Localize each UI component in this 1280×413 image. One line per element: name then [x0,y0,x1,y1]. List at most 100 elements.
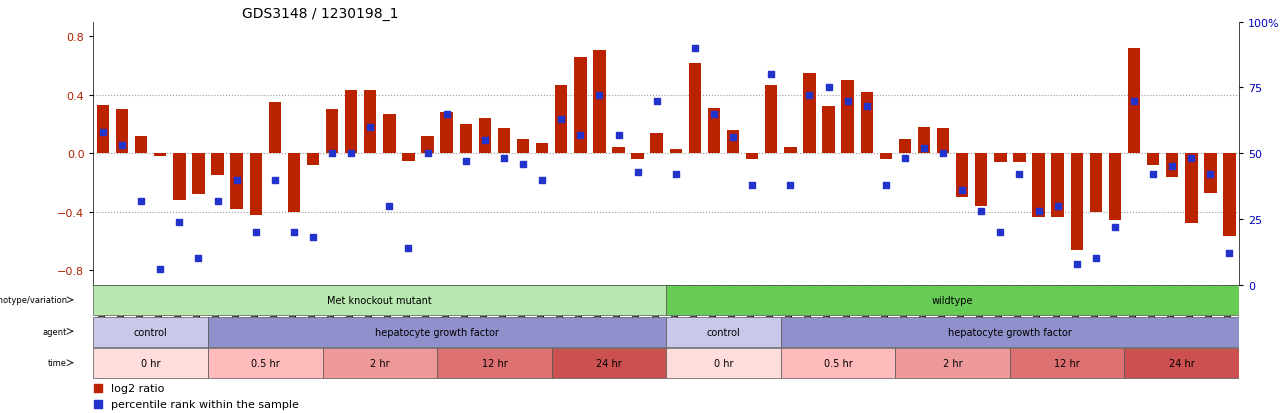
Bar [421,136,434,154]
Bar [650,133,663,154]
Bar [323,349,436,378]
Text: 12 hr: 12 hr [481,358,507,368]
Bar [727,131,740,154]
Bar [956,154,969,197]
Bar [460,125,472,154]
Text: Met knockout mutant: Met knockout mutant [328,296,433,306]
Bar [975,154,987,206]
Bar [1166,154,1179,177]
Bar [134,136,147,154]
Point [1047,203,1068,210]
Bar [1010,349,1124,378]
Bar [841,81,854,154]
Text: genotype/variation: genotype/variation [0,296,68,304]
Bar [612,148,625,154]
Point [1220,250,1240,257]
Point [111,142,132,149]
Text: hepatocyte growth factor: hepatocyte growth factor [948,327,1071,337]
Point [780,182,800,189]
Bar [307,154,319,166]
Bar [781,349,896,378]
Bar [250,154,262,215]
Bar [192,154,205,195]
Text: hepatocyte growth factor: hepatocyte growth factor [375,327,499,337]
Bar [860,93,873,154]
Point [685,45,705,52]
Text: control: control [134,327,168,337]
Point [589,93,609,100]
Point [303,235,324,241]
Bar [556,85,567,154]
Point [1066,261,1087,267]
Point [413,318,434,325]
Text: 2 hr: 2 hr [943,358,963,368]
Text: wildtype: wildtype [932,296,973,306]
Bar [1128,49,1140,154]
Point [131,198,151,204]
Bar [552,349,666,378]
Point [1085,255,1106,262]
Point [952,187,973,194]
Bar [631,154,644,160]
Bar [173,154,186,200]
Point [92,130,113,136]
Point [723,135,744,141]
Text: GDS3148 / 1230198_1: GDS3148 / 1230198_1 [242,7,399,21]
Point [284,229,305,236]
Bar [207,349,323,378]
Point [799,93,819,100]
Bar [498,129,511,154]
Point [417,150,438,157]
Text: 24 hr: 24 hr [596,358,622,368]
Bar [918,128,931,154]
Bar [536,144,548,154]
Point [742,182,763,189]
Bar [1224,154,1235,237]
Bar [230,154,243,209]
Bar [207,317,666,347]
Bar [1051,154,1064,218]
Bar [1070,154,1083,250]
Point [1028,208,1048,215]
Point [513,161,534,168]
Point [246,229,266,236]
Bar [440,113,453,154]
Text: 0.5 hr: 0.5 hr [251,358,279,368]
Point [608,132,628,139]
Bar [383,114,396,154]
Point [1162,164,1183,170]
Point [1181,156,1202,162]
Bar [879,154,892,160]
Text: 0.5 hr: 0.5 hr [824,358,852,368]
Bar [899,139,911,154]
Text: 0 hr: 0 hr [714,358,733,368]
Bar [667,349,781,378]
Point [837,98,858,105]
Bar [517,139,529,154]
Bar [1147,154,1160,166]
Point [1143,171,1164,178]
Point [876,182,896,189]
Point [1124,98,1144,105]
Point [532,177,553,183]
Bar [436,349,552,378]
Point [321,150,342,157]
Bar [575,58,586,154]
Point [340,150,361,157]
Bar [667,286,1239,316]
Bar [785,148,796,154]
Bar [669,150,682,154]
Bar [804,74,815,154]
Text: control: control [707,327,740,337]
Point [227,177,247,183]
Bar [1089,154,1102,212]
Bar [708,109,721,154]
Point [265,177,285,183]
Point [1201,171,1221,178]
Point [991,229,1011,236]
Point [398,245,419,252]
Point [1105,224,1125,230]
Text: log2 ratio: log2 ratio [111,383,164,393]
Bar [326,110,338,154]
Text: agent: agent [44,327,68,336]
